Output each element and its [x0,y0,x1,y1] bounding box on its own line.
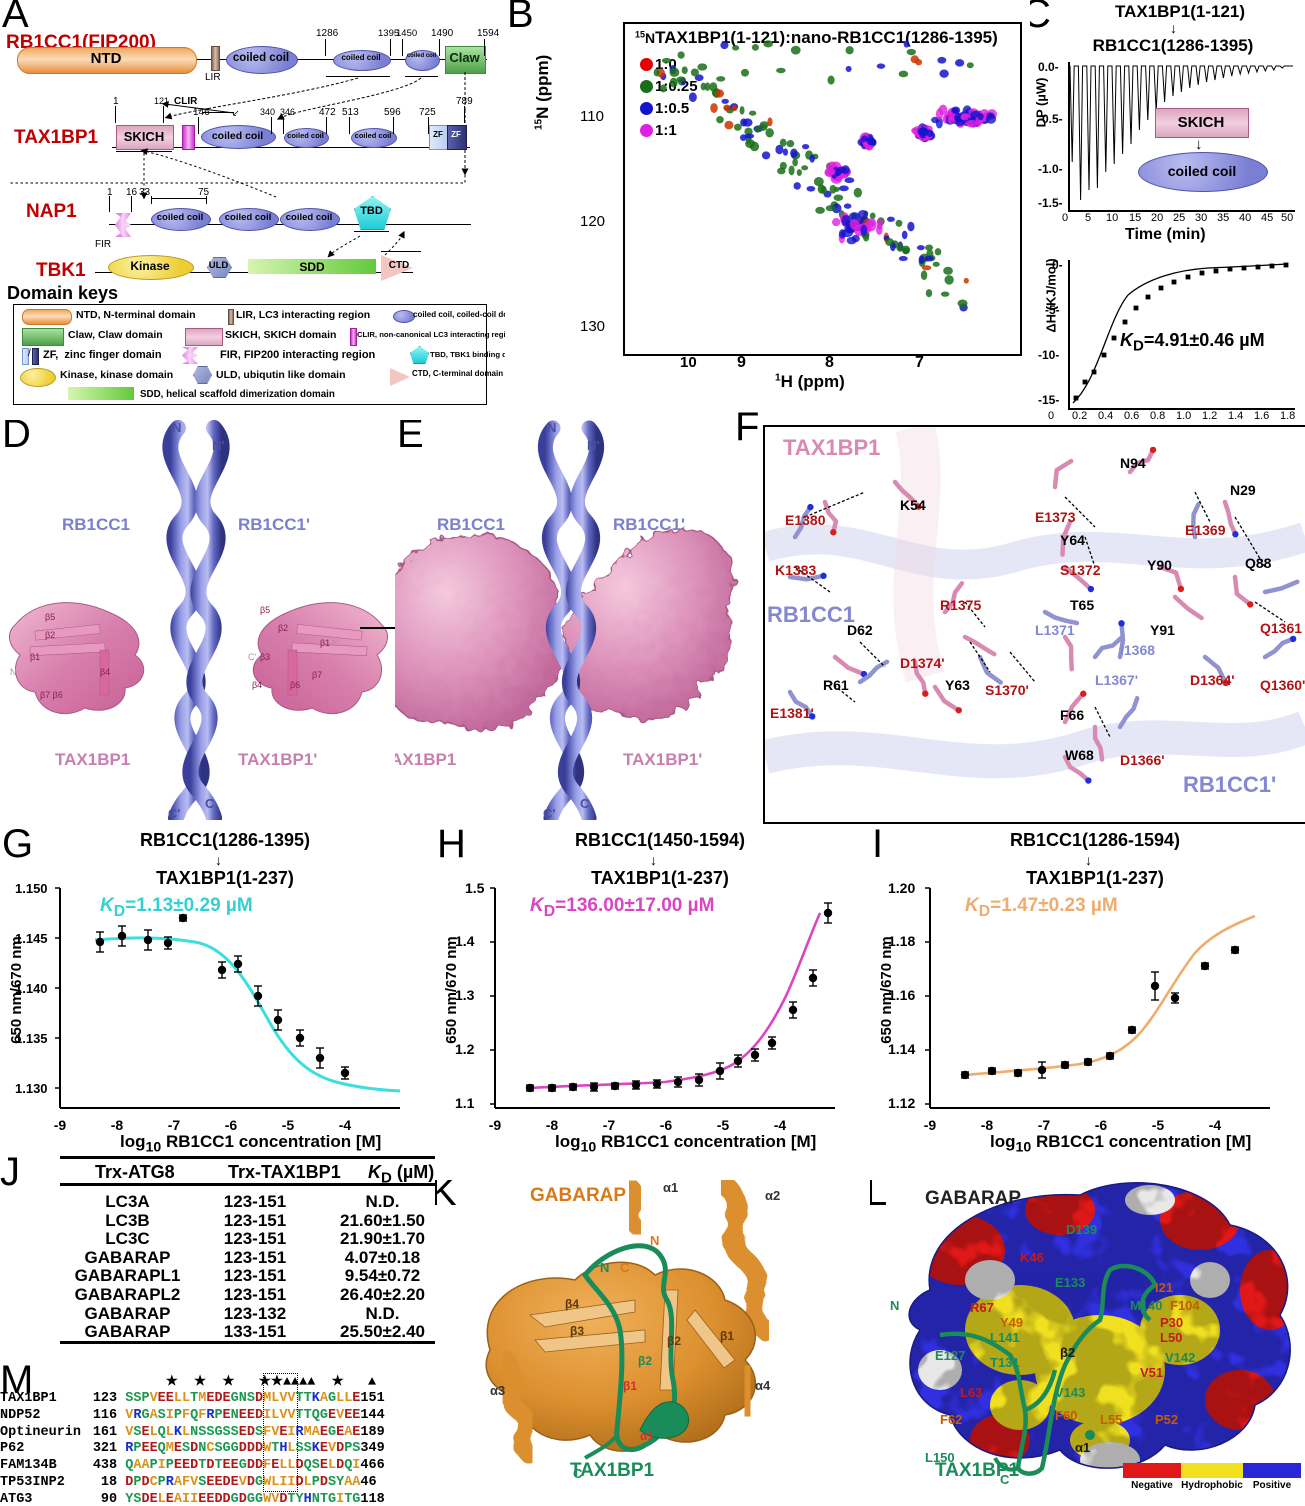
svg-text:1.150: 1.150 [15,881,48,896]
svg-text:-4: -4 [339,1117,352,1133]
svg-text:C: C [205,796,215,811]
svg-text:-9: -9 [489,1117,502,1133]
svg-text:-4: -4 [1209,1117,1222,1133]
svg-text:β3: β3 [570,1324,584,1338]
svg-text:α1: α1 [663,1180,678,1195]
svg-text:1.130: 1.130 [15,1081,48,1096]
svg-text:1.140: 1.140 [15,981,48,996]
svg-text:N: N [600,1260,609,1275]
svg-text:1.5: 1.5 [465,880,485,896]
svg-text:-7: -7 [168,1117,181,1133]
svg-text:-8: -8 [111,1117,124,1133]
svg-text:C: C [620,1260,630,1275]
svg-text:-8: -8 [546,1117,559,1133]
svg-text:-5: -5 [282,1117,295,1133]
svg-text:β2: β2 [667,1334,681,1348]
svg-text:β7 β6: β7 β6 [40,690,63,700]
svg-text:α2: α2 [765,1188,780,1203]
svg-text:β1: β1 [30,652,40,662]
svg-text:β1: β1 [720,1329,734,1343]
svg-text:N: N [172,420,181,435]
svg-text:β4: β4 [565,1297,579,1311]
svg-text:1.135: 1.135 [15,1031,48,1046]
svg-text:-6: -6 [225,1117,238,1133]
svg-text:1.2: 1.2 [455,1041,475,1057]
svg-text:-7: -7 [1038,1117,1051,1133]
svg-text:1.1: 1.1 [455,1095,475,1111]
svg-text:1.145: 1.145 [15,931,48,946]
svg-text:β5: β5 [45,612,55,622]
svg-text:-4: -4 [774,1117,787,1133]
svg-text:-7: -7 [603,1117,616,1133]
svg-text:N: N [547,420,556,435]
svg-text:N: N [650,1233,659,1248]
svg-text:C: C [580,796,590,811]
svg-text:1.18: 1.18 [888,933,915,949]
svg-text:C': C' [543,806,555,820]
svg-text:-6: -6 [660,1117,673,1133]
svg-text:β2: β2 [45,630,55,640]
svg-text:-8: -8 [981,1117,994,1133]
svg-text:-9: -9 [924,1117,937,1133]
svg-text:-5: -5 [717,1117,730,1133]
svg-text:N: N [10,667,17,677]
svg-text:β4: β4 [100,667,110,677]
svg-text:1.3: 1.3 [455,987,475,1003]
svg-text:1.20: 1.20 [888,880,915,896]
svg-text:1.4: 1.4 [455,933,475,949]
svg-text:1.16: 1.16 [888,987,915,1003]
svg-text:β2: β2 [638,1354,652,1368]
svg-text:1.14: 1.14 [888,1041,915,1057]
svg-text:-9: -9 [54,1117,67,1133]
svg-text:C': C' [168,806,180,820]
svg-text:1.12: 1.12 [888,1095,915,1111]
svg-text:-5: -5 [1152,1117,1165,1133]
svg-text:α4: α4 [755,1378,771,1393]
svg-text:-6: -6 [1095,1117,1108,1133]
svg-text:C: C [125,627,132,637]
svg-text:N': N' [587,438,599,453]
svg-text:N': N' [212,438,224,453]
